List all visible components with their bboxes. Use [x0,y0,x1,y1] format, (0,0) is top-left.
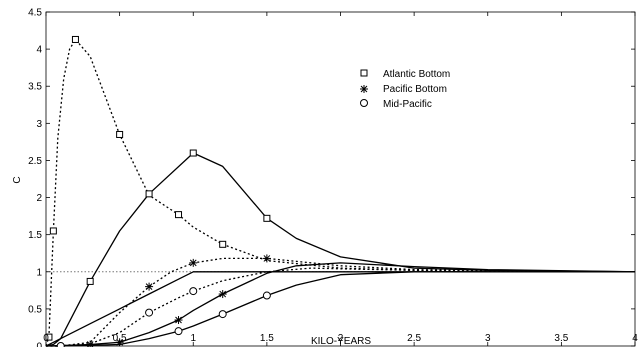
x-tick-label: 3 [485,333,491,344]
y-tick-label: 2 [36,193,42,204]
y-tick-label: 3.5 [28,82,42,93]
legend-label: Mid-Pacific [383,99,432,110]
circle-marker-icon [360,99,368,107]
series-line-6 [46,271,635,347]
x-tick-label: 3.5 [554,333,568,344]
y-tick-label: 3 [36,119,42,130]
y-axis-label: C [12,176,23,183]
square-marker [71,35,79,43]
legend-item-mid-pacific: Mid-Pacific [360,99,432,110]
y-tick-label: 1 [36,267,42,278]
square-marker [45,333,53,341]
square-marker [189,149,197,157]
y-tick-label: 1.5 [28,230,42,241]
square-marker [145,190,153,198]
asterisk-marker [262,254,271,263]
x-tick-label: 1 [190,333,196,344]
tick-layer: 0 0.5 1 1.5 2 2.5 3 3.5 4 0 0.5 1 1.5 2 2.5 3 3.5 4 4.5 [28,8,638,347]
asterisk-marker [218,290,227,299]
x-tick-label: 2 [338,333,344,344]
square-marker [116,130,124,138]
square-marker [175,211,183,219]
y-tick-label: 0 [36,342,42,347]
circle-marker [56,342,65,347]
legend: Atlantic Bottom Pacific Bottom Mid-Pacif… [360,69,450,110]
series-line-5 [46,267,636,347]
y-tick-label: 2.5 [28,156,42,167]
circle-marker [218,310,227,319]
x-tick-label: 4 [632,333,638,344]
circle-marker [145,308,154,317]
y-tick-label: 4 [36,45,42,56]
square-marker [86,277,94,285]
marker-layer [45,35,271,347]
square-marker [219,240,227,248]
legend-label: Pacific Bottom [383,84,447,95]
legend-item-atlantic-bottom: Atlantic Bottom [360,69,450,80]
square-marker [263,214,271,222]
y-tick-label: 0.5 [28,304,42,315]
square-marker [49,227,57,235]
asterisk-marker [189,258,198,267]
legend-label: Atlantic Bottom [383,69,450,80]
asterisk-marker-icon [360,85,368,93]
circle-marker [262,291,271,300]
x-tick-label: 0.5 [113,333,127,344]
x-axis-label: KILO-YEARS [311,336,371,347]
x-tick-label: 0 [43,333,49,344]
x-tick-label: 1.5 [260,333,274,344]
asterisk-marker [174,316,183,325]
y-tick-label: 4.5 [28,8,42,19]
circle-marker [189,287,198,296]
plot-area [45,11,636,347]
square-marker-icon [360,69,368,77]
circle-marker [174,327,183,336]
legend-item-pacific-bottom: Pacific Bottom [360,84,447,95]
asterisk-marker [145,282,154,291]
x-tick-label: 2.5 [407,333,421,344]
